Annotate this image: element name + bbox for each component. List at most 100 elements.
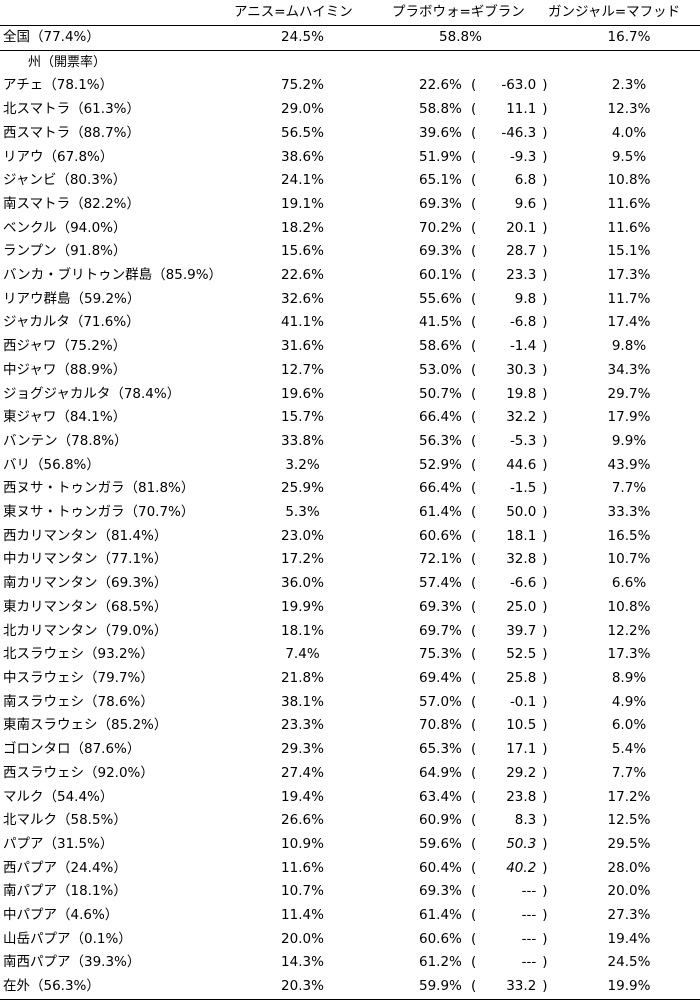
table-row: 東ヌサ・トゥンガラ（70.7%） 5.3% 61.4% (50.0) 33.3%	[0, 501, 700, 525]
candidate-1-share: 18.2%	[281, 219, 324, 236]
table-row: 中カリマンタン（77.1%） 17.2% 72.1% (32.8) 10.7%	[0, 548, 700, 572]
region-name: 西スマトラ（88.7%）	[3, 124, 140, 141]
close-paren: )	[542, 101, 548, 118]
close-paren: )	[542, 575, 548, 592]
candidate-1-share: 19.1%	[281, 195, 324, 212]
candidate-2-change: 33.2	[506, 978, 537, 995]
candidate-3-share: 10.7%	[607, 551, 651, 568]
candidate-3-share: 5.4%	[611, 741, 647, 758]
candidate-2-cell: 75.3% (52.5)	[373, 643, 548, 667]
candidate-3-share: 9.8%	[611, 338, 647, 355]
open-paren: (	[471, 835, 477, 852]
candidate-3-share: 17.2%	[607, 788, 651, 805]
table-row: 北スラウェシ（93.2%） 7.4% 75.3% (52.5) 17.3%	[0, 643, 700, 667]
candidate-2-share: 56.3%	[419, 432, 462, 449]
candidate-2-change: ---	[521, 883, 537, 900]
candidate-2-share: 60.6%	[419, 930, 462, 947]
open-paren: (	[471, 148, 477, 165]
candidate-2-share: 58.6%	[419, 338, 462, 355]
table-row: 東カリマンタン（68.5%） 19.9% 69.3% (25.0) 10.8%	[0, 596, 700, 620]
close-paren: )	[542, 622, 548, 639]
candidate-2-change: 8.3	[514, 812, 537, 829]
table-row: 山岳パプア（0.1%） 20.0% 60.6% (---) 19.4%	[0, 928, 700, 952]
region-name: 北マルク（58.5%）	[3, 812, 127, 829]
candidate-2-share: 66.4%	[419, 480, 462, 497]
table-row: ランプン（91.8%） 15.6% 69.3% (28.7) 15.1%	[0, 240, 700, 264]
close-paren: )	[542, 954, 548, 971]
candidate-2-change: -6.6	[509, 575, 537, 592]
candidate-3-share: 9.5%	[611, 148, 647, 165]
close-paren: )	[542, 930, 548, 947]
region-name: 東南スラウェシ（85.2%）	[3, 717, 168, 734]
candidate-1-share: 23.3%	[281, 717, 324, 734]
region-name: ジャカルタ（71.6%）	[3, 314, 140, 331]
candidate-1-share: 36.0%	[281, 575, 324, 592]
table-row: 中ジャワ（88.9%） 12.7% 53.0% (30.3) 34.3%	[0, 359, 700, 383]
candidate-2-cell: 69.3% (25.0)	[373, 596, 548, 620]
table-row: 西カリマンタン（81.4%） 23.0% 60.6% (18.1) 16.5%	[0, 525, 700, 549]
subheader-label: 州（開票率）	[28, 54, 107, 70]
candidate-1-share: 17.2%	[281, 551, 324, 568]
table-row: アチェ（78.1%） 75.2% 22.6% (-63.0) 2.3%	[0, 74, 700, 98]
candidate-2-change: ---	[521, 930, 537, 947]
candidate-2-share: 63.4%	[419, 788, 462, 805]
open-paren: (	[471, 504, 477, 521]
close-paren: )	[542, 77, 548, 94]
candidate-1-share: 22.6%	[281, 267, 324, 284]
candidate-2-change: -6.8	[509, 314, 537, 331]
candidate-2-cell: 22.6% (-63.0)	[373, 74, 548, 98]
header-region	[0, 0, 232, 26]
candidate-2-cell: 50.7% (19.8)	[373, 383, 548, 407]
open-paren: (	[471, 527, 477, 544]
open-paren: (	[471, 219, 477, 236]
candidate-3-share: 11.7%	[607, 290, 651, 307]
open-paren: (	[471, 598, 477, 615]
candidate-2-share: 72.1%	[419, 551, 462, 568]
open-paren: (	[471, 432, 477, 449]
candidate-1-share: 19.6%	[281, 385, 324, 402]
candidate-3-share: 17.9%	[607, 409, 651, 426]
open-paren: (	[471, 717, 477, 734]
candidate-2-change: 19.8	[506, 385, 537, 402]
candidate-2-cell: 51.9% (-9.3)	[373, 146, 548, 170]
open-paren: (	[471, 195, 477, 212]
candidate-2-cell: 63.4% (23.8)	[373, 786, 548, 810]
candidate-2-share: 69.3%	[419, 195, 462, 212]
candidate-2-cell: 69.3% (9.6)	[373, 193, 548, 217]
region-name: ゴロンタロ（87.6%）	[3, 741, 141, 758]
candidate-2-share: 61.4%	[419, 504, 462, 521]
table-row: リアウ（67.8%） 38.6% 51.9% (-9.3) 9.5%	[0, 146, 700, 170]
candidate-2-cell: 53.0% (30.3)	[373, 359, 548, 383]
candidate-3-share: 15.1%	[607, 243, 651, 260]
open-paren: (	[471, 764, 477, 781]
region-name: 北スラウェシ（93.2%）	[3, 646, 154, 663]
candidate-3-share: 17.4%	[607, 314, 651, 331]
candidate-2-cell: 60.9% (8.3)	[373, 809, 548, 833]
candidate-2-share: 69.4%	[419, 669, 462, 686]
candidate-3-share: 19.9%	[548, 975, 700, 1000]
open-paren: (	[471, 314, 477, 331]
region-name: 南パプア（18.1%）	[3, 883, 127, 900]
candidate-1-share: 3.2%	[285, 456, 320, 473]
candidate-1-share: 41.1%	[281, 314, 324, 331]
candidate-2-change: 50.3	[506, 835, 537, 852]
region-name: パプア（31.5%）	[3, 835, 114, 852]
open-paren: (	[471, 978, 477, 995]
candidate-1-share: 26.6%	[281, 812, 324, 829]
close-paren: )	[542, 409, 548, 426]
close-paren: )	[542, 835, 548, 852]
candidate-2-change: -46.3	[501, 124, 537, 141]
candidate-2-share: 75.3%	[419, 646, 462, 663]
candidate-3-share: 16.5%	[607, 527, 651, 544]
candidate-2-cell: 60.4% (40.2)	[373, 857, 548, 881]
candidate-2-share: 69.3%	[419, 598, 462, 615]
candidate-3-share: 24.5%	[607, 954, 651, 971]
region-name: バンテン（78.8%）	[3, 432, 128, 449]
candidate-1-share: 24.1%	[281, 172, 324, 189]
table-row: 西スマトラ（88.7%） 56.5% 39.6% (-46.3) 4.0%	[0, 122, 700, 146]
candidate-2-cell: 57.4% (-6.6)	[373, 572, 548, 596]
candidate-2-cell: 69.7% (39.7)	[373, 620, 548, 644]
candidate-2-cell: 39.6% (-46.3)	[373, 122, 548, 146]
close-paren: )	[542, 741, 548, 758]
